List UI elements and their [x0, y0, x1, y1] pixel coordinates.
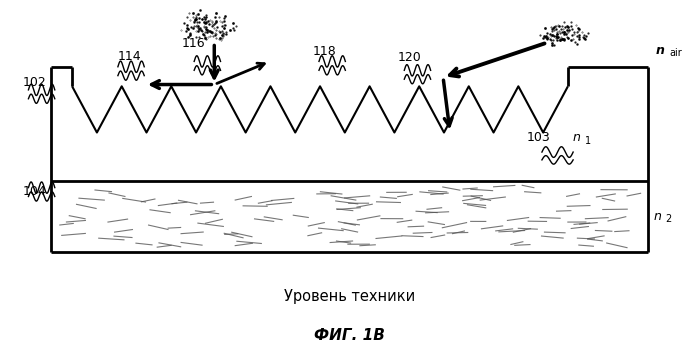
Text: n: n	[572, 131, 581, 144]
Text: 116: 116	[182, 37, 206, 50]
Text: 104: 104	[22, 185, 46, 198]
Text: n: n	[656, 44, 665, 57]
Text: 118: 118	[312, 45, 336, 58]
Text: air: air	[669, 48, 682, 58]
Text: Уровень техники: Уровень техники	[284, 288, 415, 304]
Text: ФИГ. 1B: ФИГ. 1B	[314, 328, 385, 343]
Text: 2: 2	[665, 214, 672, 224]
Text: 102: 102	[22, 76, 46, 89]
Text: 103: 103	[527, 131, 551, 144]
Text: 114: 114	[117, 49, 140, 62]
Text: 120: 120	[398, 51, 421, 64]
Text: 1: 1	[585, 136, 591, 146]
Text: n: n	[654, 209, 661, 222]
